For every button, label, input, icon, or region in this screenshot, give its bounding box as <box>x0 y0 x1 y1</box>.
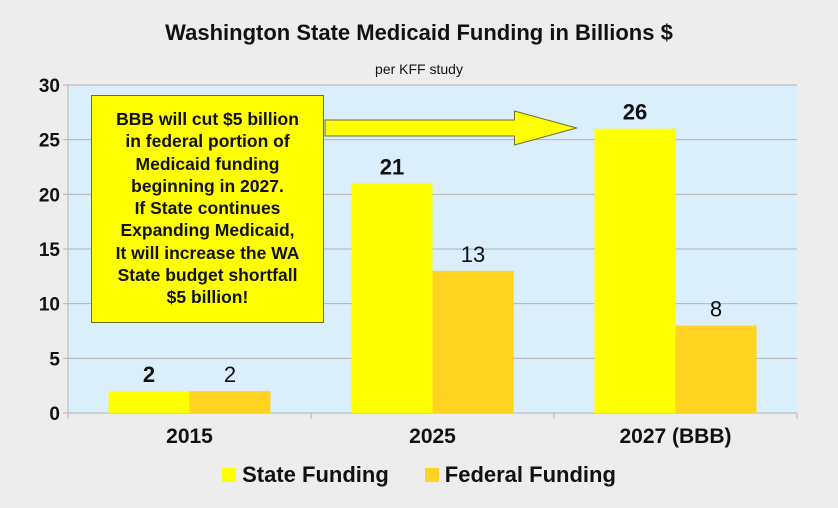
annotation-line: $5 billion! <box>166 287 249 308</box>
annotation-line: It will increase the WA <box>115 242 300 263</box>
y-tick-label: 20 <box>39 185 60 206</box>
chart-subtitle: per KFF study <box>375 61 463 77</box>
x-tick-label: 2015 <box>166 425 213 448</box>
legend-item-federal: Federal Funding <box>424 462 616 488</box>
bar-federal <box>189 391 271 413</box>
data-label-state: 21 <box>380 154 404 179</box>
annotation-line: in federal portion of <box>125 131 290 152</box>
data-label-federal: 2 <box>224 362 236 387</box>
bar-state <box>351 183 433 413</box>
legend-label-state: State Funding <box>242 462 389 487</box>
data-label-state: 2 <box>143 362 155 387</box>
legend-swatch-federal <box>424 468 439 482</box>
annotation-line: BBB will cut $5 billion <box>116 109 299 129</box>
annotation-line: Expanding Medicaid, <box>120 220 295 241</box>
legend-label-federal: Federal Funding <box>444 462 616 487</box>
annotation-arrow <box>324 110 579 146</box>
y-tick-label: 0 <box>49 404 60 425</box>
legend: State Funding Federal Funding <box>0 462 838 488</box>
bar-state <box>594 128 676 413</box>
y-tick-label: 10 <box>39 295 60 316</box>
x-tick-label: 2027 (BBB) <box>619 425 731 448</box>
data-label-state: 26 <box>623 100 647 125</box>
bar-federal <box>675 325 757 413</box>
legend-item-state: State Funding <box>222 462 389 488</box>
annotation-line: State budget shortfall <box>117 265 298 286</box>
annotation-callout: BBB will cut $5 billion in federal portio… <box>91 95 324 323</box>
bar-state <box>108 391 190 413</box>
annotation-line: Medicaid funding <box>135 153 280 174</box>
legend-swatch-state <box>222 468 237 482</box>
y-tick-label: 25 <box>39 131 61 152</box>
data-label-federal: 13 <box>461 242 485 267</box>
bar-federal <box>432 270 514 413</box>
data-label-federal: 8 <box>710 297 722 322</box>
y-tick-label: 5 <box>49 349 60 370</box>
annotation-line: If State continues <box>134 198 281 219</box>
x-tick-label: 2025 <box>409 425 456 448</box>
y-tick-label: 30 <box>39 76 60 97</box>
y-tick-label: 15 <box>39 240 61 261</box>
annotation-line: beginning in 2027. <box>131 175 284 196</box>
chart-title: Washington State Medicaid Funding in Bil… <box>165 20 673 45</box>
